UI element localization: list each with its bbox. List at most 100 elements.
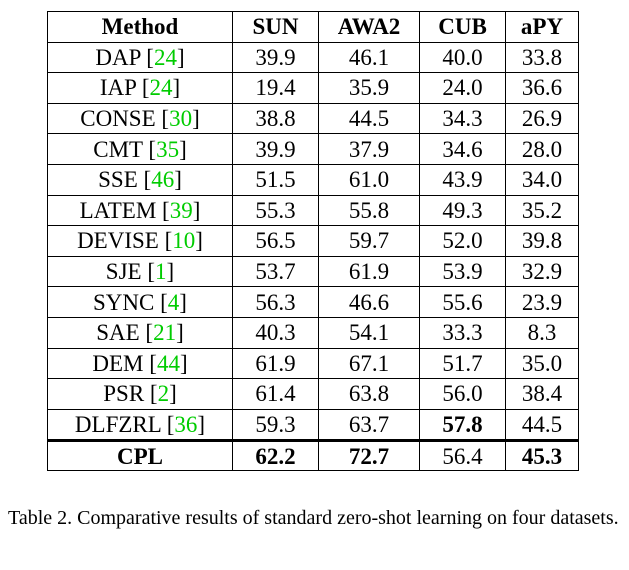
- value-sun: 55.3: [232, 194, 319, 227]
- value-sun: 56.3: [232, 286, 319, 318]
- value-awa2: 72.7: [318, 439, 420, 472]
- method-name: DEVISE: [77, 228, 159, 254]
- citation-link[interactable]: 21: [153, 320, 177, 346]
- citation-link[interactable]: 10: [172, 228, 196, 254]
- value-sun: 56.5: [232, 225, 319, 257]
- value-apy: 32.9: [505, 255, 579, 288]
- value-cub: 56.4: [419, 439, 506, 472]
- value-sun: 38.8: [232, 102, 319, 135]
- method-name: DAP: [95, 44, 141, 70]
- value-sun: 40.3: [232, 316, 319, 349]
- value-awa2: 46.1: [318, 41, 420, 74]
- table-row: DAP [24] 39.9 46.1 40.0 33.8: [47, 41, 579, 74]
- citation-link[interactable]: 30: [169, 106, 193, 132]
- value-sun: 39.9: [232, 133, 319, 165]
- value-awa2: 44.5: [318, 102, 420, 135]
- method-name: CPL: [117, 443, 163, 469]
- value-apy: 35.2: [505, 194, 579, 227]
- value-cub: 52.0: [419, 225, 506, 257]
- table-row: IAP [24] 19.4 35.9 24.0 36.6: [47, 72, 579, 104]
- header-sun: SUN: [232, 11, 319, 43]
- method-cell: CPL: [47, 439, 233, 472]
- value-apy: 26.9: [505, 102, 579, 135]
- citation-link[interactable]: 39: [169, 197, 193, 223]
- value-awa2: 35.9: [318, 72, 420, 104]
- table-row: DEM [44] 61.9 67.1 51.7 35.0: [47, 347, 579, 380]
- value-cub: 53.9: [419, 255, 506, 288]
- value-apy: 23.9: [505, 286, 579, 318]
- table-row: CMT [35] 39.9 37.9 34.6 28.0: [47, 133, 579, 165]
- value-sun: 61.9: [232, 347, 319, 380]
- method-cell: SYNC [4]: [47, 286, 233, 318]
- value-cub: 40.0: [419, 41, 506, 74]
- value-cub: 34.3: [419, 102, 506, 135]
- value-apy: 36.6: [505, 72, 579, 104]
- value-awa2: 63.7: [318, 408, 420, 442]
- value-sun: 59.3: [232, 408, 319, 442]
- method-cell: SJE [1]: [47, 255, 233, 288]
- citation-link[interactable]: 2: [157, 381, 170, 407]
- value-apy: 45.3: [505, 439, 579, 472]
- citation-link[interactable]: 4: [167, 289, 180, 315]
- method-cell: SSE [46]: [47, 163, 233, 196]
- method-name: SYNC: [93, 289, 155, 315]
- table-row: DEVISE [10] 56.5 59.7 52.0 39.8: [47, 225, 579, 257]
- value-cub: 56.0: [419, 378, 506, 410]
- method-name: PSR: [103, 381, 145, 407]
- value-awa2: 46.6: [318, 286, 420, 318]
- method-name: CONSE: [80, 106, 156, 132]
- method-name: DEM: [92, 350, 144, 376]
- value-awa2: 63.8: [318, 378, 420, 410]
- method-cell: CMT [35]: [47, 133, 233, 165]
- method-name: LATEM: [79, 197, 157, 223]
- table-caption: Table 2. Comparative results of standard…: [8, 507, 619, 529]
- header-apy: aPY: [505, 11, 579, 43]
- method-cell: LATEM [39]: [47, 194, 233, 227]
- value-awa2: 54.1: [318, 316, 420, 349]
- citation-link[interactable]: 44: [156, 350, 180, 376]
- table-body: DAP [24] 39.9 46.1 40.0 33.8 IAP [24] 19.4 35.9…: [47, 41, 579, 472]
- method-cell: IAP [24]: [47, 72, 233, 104]
- value-cub: 43.9: [419, 163, 506, 196]
- proposed-method-row: CPL 62.2 72.7 56.4 45.3: [47, 439, 579, 472]
- citation-link[interactable]: 46: [151, 167, 175, 193]
- header-awa2: AWA2: [318, 11, 420, 43]
- table-row: SAE [21] 40.3 54.1 33.3 8.3: [47, 316, 579, 349]
- value-awa2: 37.9: [318, 133, 420, 165]
- citation-link[interactable]: 36: [174, 412, 198, 438]
- results-table: Method SUN AWA2 CUB aPY DAP [24] 39.9 46.1…: [47, 11, 579, 472]
- value-apy: 38.4: [505, 378, 579, 410]
- value-awa2: 61.9: [318, 255, 420, 288]
- method-name: SSE: [98, 167, 138, 193]
- value-apy: 28.0: [505, 133, 579, 165]
- value-apy: 8.3: [505, 316, 579, 349]
- value-apy: 34.0: [505, 163, 579, 196]
- method-name: DLFZRL: [74, 412, 161, 438]
- value-cub: 49.3: [419, 194, 506, 227]
- value-cub: 33.3: [419, 316, 506, 349]
- method-cell: DAP [24]: [47, 41, 233, 74]
- citation-link[interactable]: 24: [149, 75, 173, 101]
- citation-link[interactable]: 24: [153, 44, 177, 70]
- table-row: SSE [46] 51.5 61.0 43.9 34.0: [47, 163, 579, 196]
- table-row: CONSE [30] 38.8 44.5 34.3 26.9: [47, 102, 579, 135]
- method-name: IAP: [99, 75, 137, 101]
- method-name: CMT: [93, 136, 143, 162]
- value-apy: 44.5: [505, 408, 579, 442]
- method-cell: DEVISE [10]: [47, 225, 233, 257]
- method-name: SJE: [105, 259, 142, 285]
- table-row: LATEM [39] 55.3 55.8 49.3 35.2: [47, 194, 579, 227]
- method-cell: PSR [2]: [47, 378, 233, 410]
- value-cub: 51.7: [419, 347, 506, 380]
- method-cell: SAE [21]: [47, 316, 233, 349]
- value-sun: 19.4: [232, 72, 319, 104]
- table-row: SJE [1] 53.7 61.9 53.9 32.9: [47, 255, 579, 288]
- value-cub: 24.0: [419, 72, 506, 104]
- value-apy: 35.0: [505, 347, 579, 380]
- method-name: SAE: [96, 320, 140, 346]
- value-awa2: 67.1: [318, 347, 420, 380]
- value-sun: 53.7: [232, 255, 319, 288]
- citation-link[interactable]: 35: [156, 136, 180, 162]
- header-row: Method SUN AWA2 CUB aPY: [47, 11, 579, 43]
- citation-link[interactable]: 1: [155, 259, 167, 285]
